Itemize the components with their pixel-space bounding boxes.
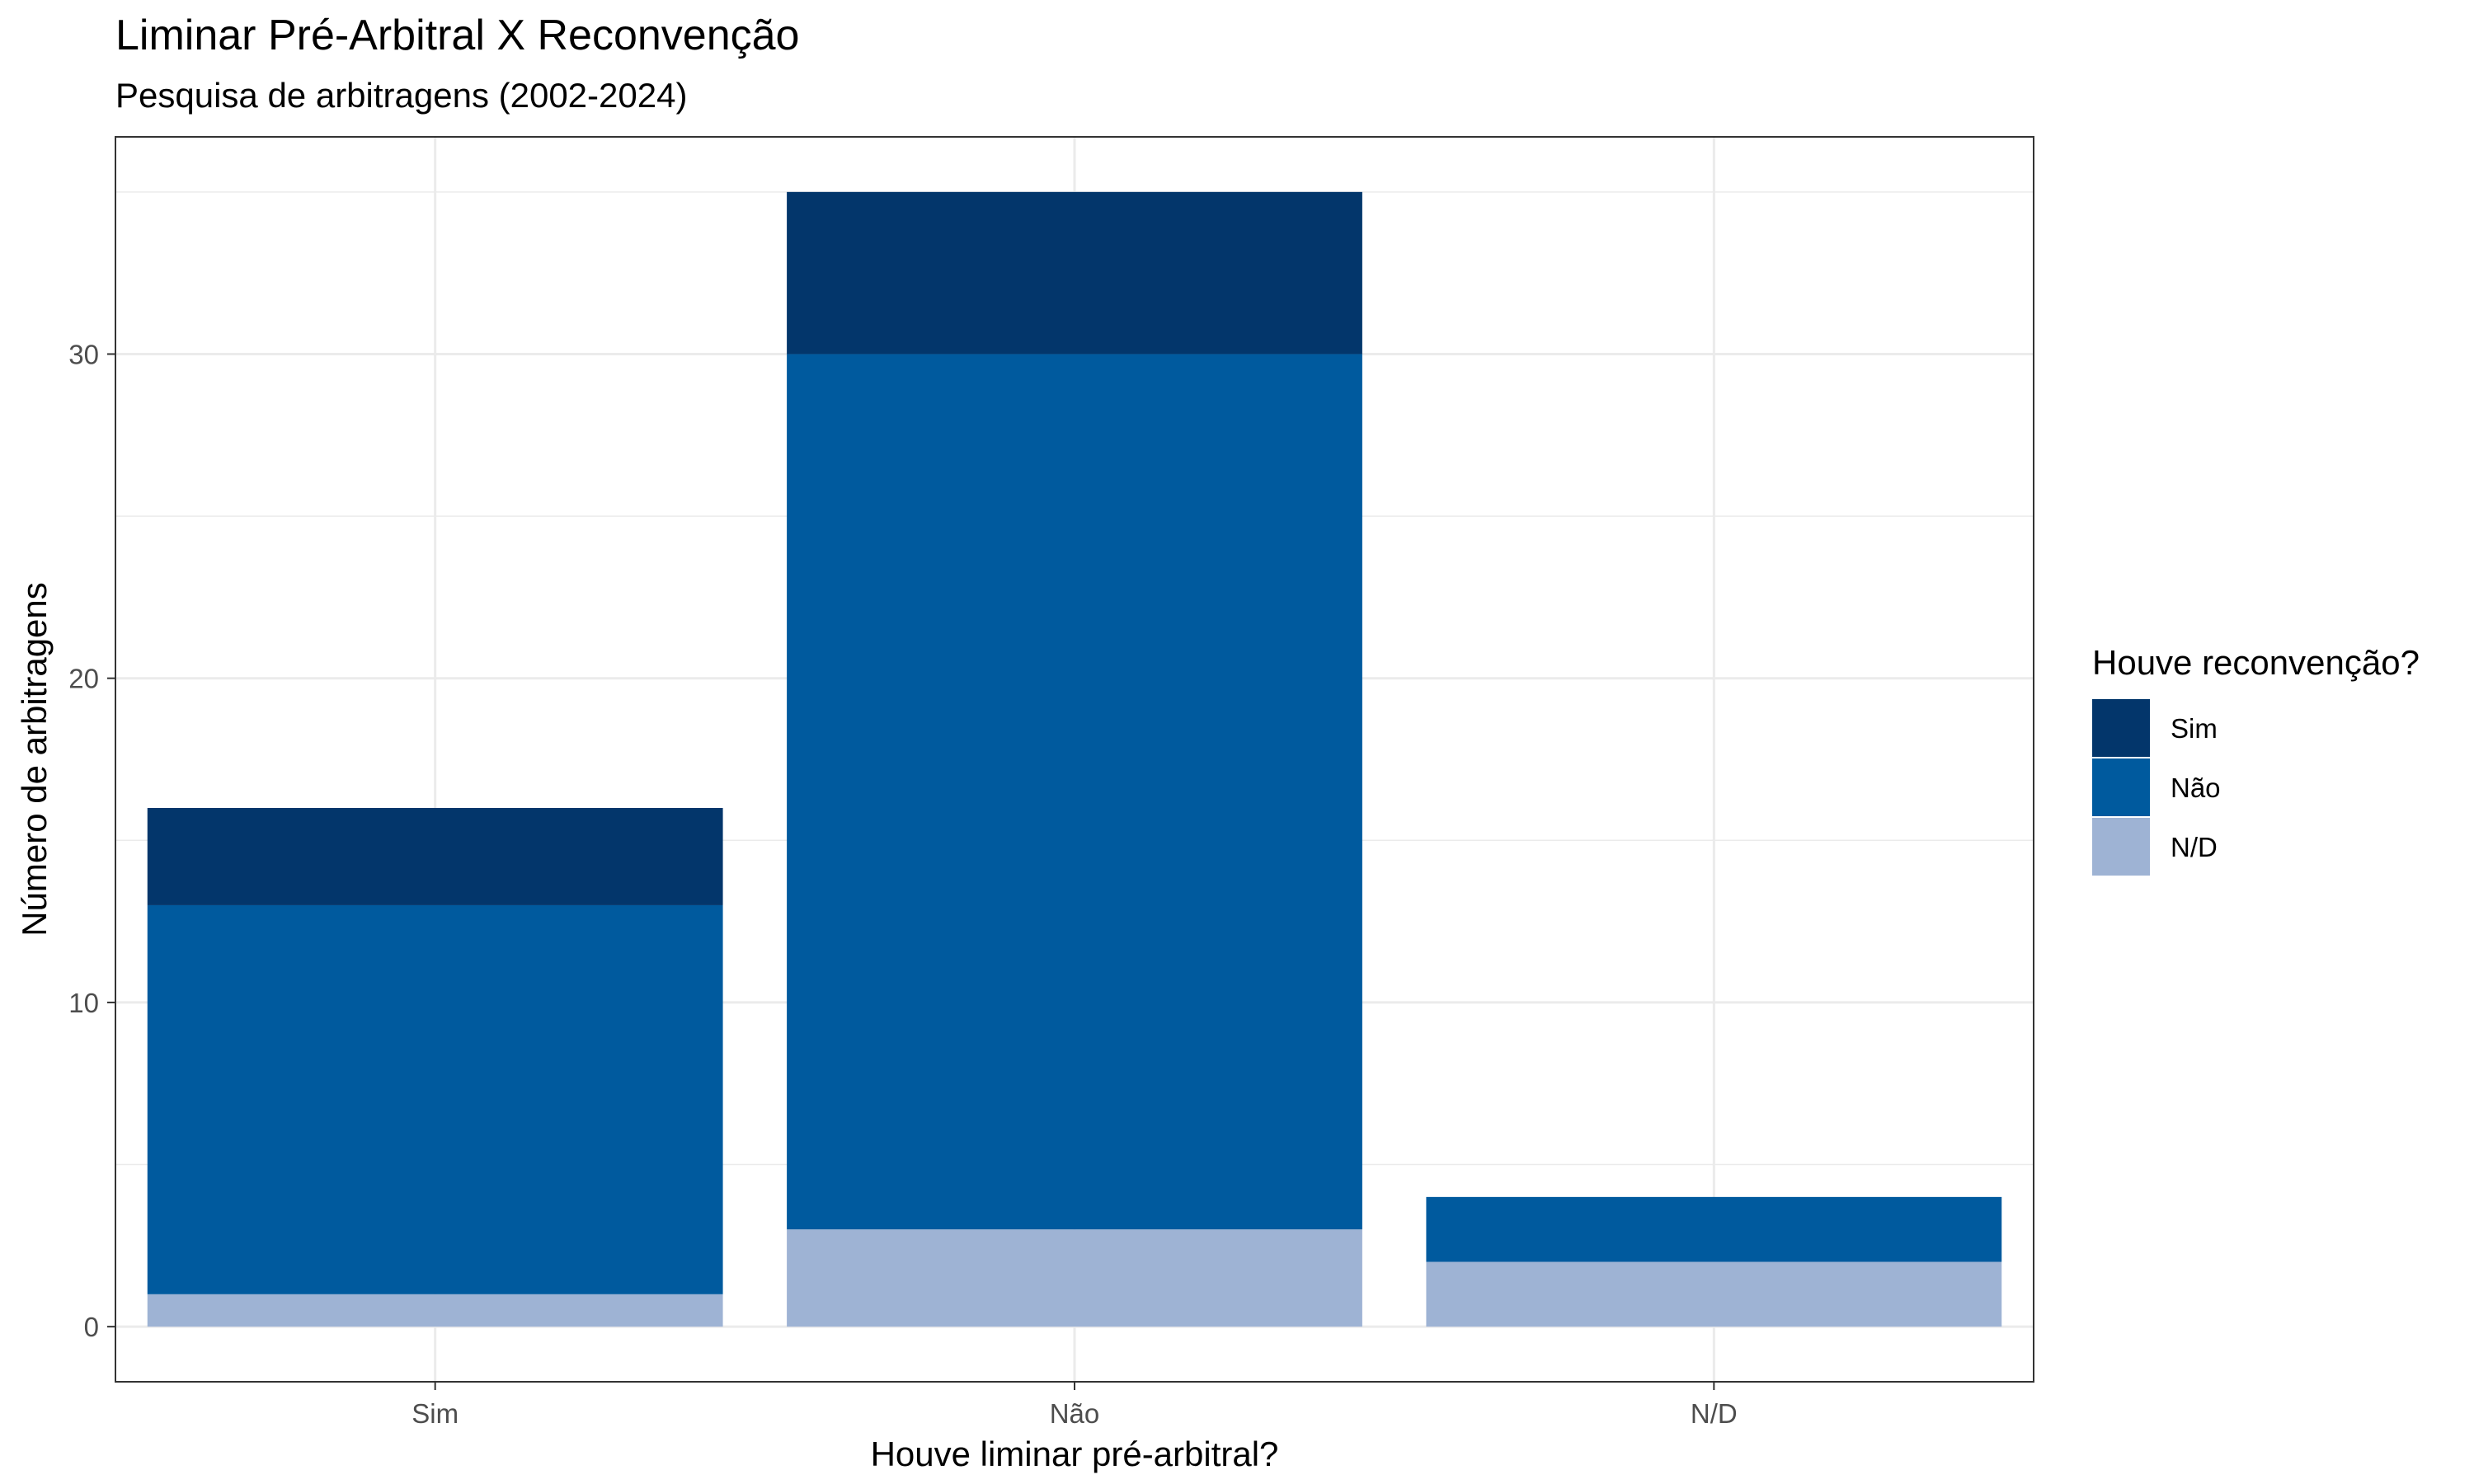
bar-segment-no <box>147 904 723 1294</box>
legend-label: Sim <box>2171 713 2218 744</box>
bar-segment-no <box>1426 1196 2002 1262</box>
legend-key <box>2092 818 2150 876</box>
bar-segment-no <box>787 354 1362 1230</box>
legend-key <box>2092 699 2150 757</box>
bar-segment-nd <box>787 1229 1362 1327</box>
y-tick-label: 30 <box>68 339 99 369</box>
x-axis-title: Houve liminar pré-arbitral? <box>871 1435 1279 1473</box>
legend-label: N/D <box>2171 832 2218 862</box>
y-tick-label: 20 <box>68 664 99 694</box>
y-tick-label: 0 <box>84 1312 99 1342</box>
axes: 0 10 20 30 Sim Não N/D <box>68 339 1737 1429</box>
legend-key <box>2092 758 2150 816</box>
x-tick-label: Não <box>1050 1398 1100 1429</box>
y-tick-label: 10 <box>68 988 99 1018</box>
legend-title: Houve reconvenção? <box>2092 643 2420 682</box>
x-tick-label: Sim <box>412 1398 459 1429</box>
bar-segment-sim <box>147 807 723 905</box>
bar-segment-nd <box>147 1294 723 1327</box>
bars <box>147 191 2002 1327</box>
legend: Houve reconvenção? Sim Não N/D <box>2092 643 2420 876</box>
chart-title: Liminar Pré-Arbitral X Reconvenção <box>115 12 799 59</box>
legend-label: Não <box>2171 773 2221 803</box>
x-tick-label: N/D <box>1691 1398 1738 1429</box>
bar-segment-sim <box>787 191 1362 355</box>
y-axis-title: Número de arbitragens <box>15 582 54 937</box>
chart-subtitle: Pesquisa de arbitragens (2002-2024) <box>115 76 687 115</box>
bar-segment-nd <box>1426 1261 2002 1327</box>
